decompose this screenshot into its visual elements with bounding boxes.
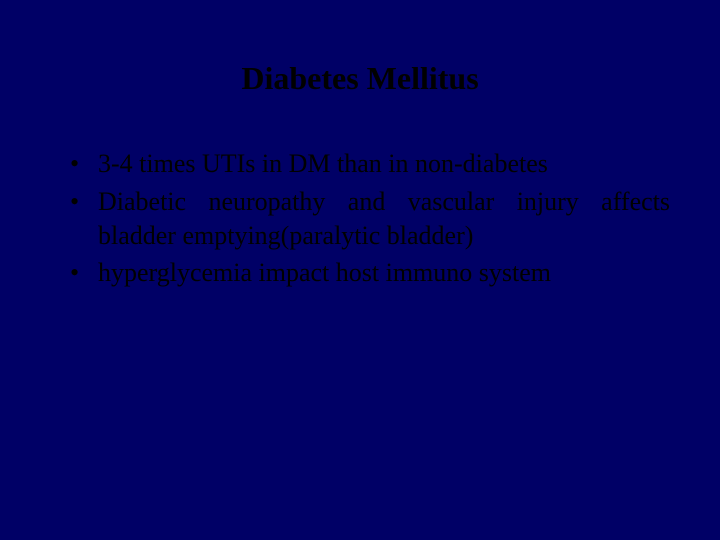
bullet-item: 3-4 times UTIs in DM than in non-diabete…	[70, 147, 670, 181]
bullet-item: Diabetic neuropathy and vascular injury …	[70, 185, 670, 253]
bullet-list: 3-4 times UTIs in DM than in non-diabete…	[50, 147, 670, 290]
slide-container: Diabetes Mellitus 3-4 times UTIs in DM t…	[0, 0, 720, 540]
bullet-item: hyperglycemia impact host immuno system	[70, 256, 670, 290]
slide-title: Diabetes Mellitus	[50, 60, 670, 97]
